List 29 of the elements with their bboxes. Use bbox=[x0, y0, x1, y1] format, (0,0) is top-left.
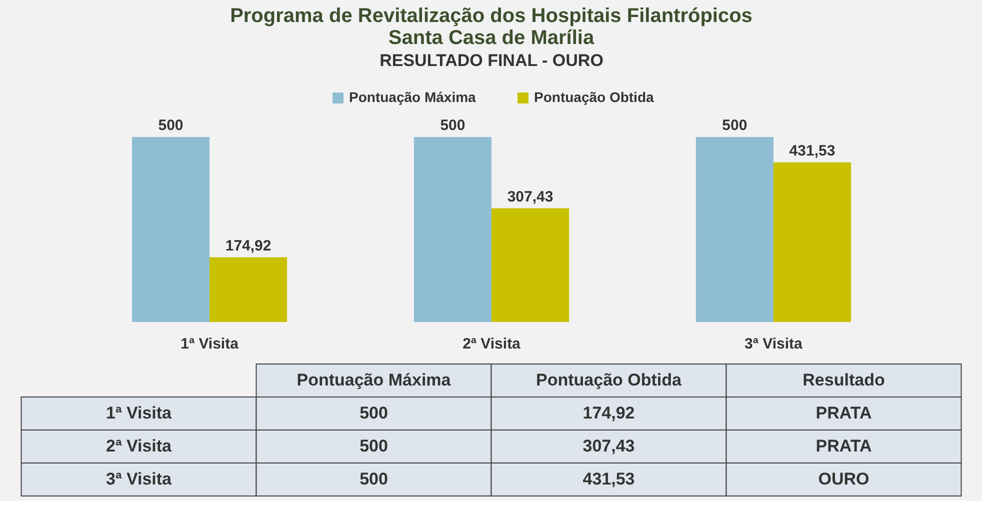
text: RESULTADO FINAL - OURO bbox=[380, 51, 604, 70]
text: PRATA bbox=[816, 436, 872, 456]
text: 500 bbox=[360, 436, 388, 456]
data-label: 500 bbox=[722, 117, 748, 134]
category-label: 1ª Visita bbox=[106, 404, 172, 422]
text: 431,53 bbox=[582, 470, 635, 488]
text: 500 bbox=[360, 470, 388, 488]
chart-subtitle: Santa Casa de Marília bbox=[388, 27, 595, 49]
text: PRATA bbox=[816, 404, 872, 422]
category-label: 2ª Visita bbox=[106, 436, 172, 456]
text: 500 bbox=[360, 404, 388, 422]
text: OURO bbox=[818, 470, 870, 488]
data-label: 307,43 bbox=[507, 188, 554, 206]
data-label: 500 bbox=[440, 117, 466, 134]
text: Pontuação Máxima bbox=[296, 370, 451, 390]
data-label: 431,53 bbox=[789, 142, 836, 160]
x-tick-label: 1ª Visita bbox=[180, 336, 240, 352]
chart-title: Programa de Revitalização dos Hospitais Filantrópicos bbox=[230, 5, 752, 27]
data-label: 500 bbox=[158, 117, 184, 134]
text: Resultado bbox=[802, 370, 885, 390]
x-tick-label: 2ª Visita bbox=[462, 336, 522, 352]
text: 174,92 bbox=[582, 404, 635, 422]
legend-label: Pontuação Obtida bbox=[534, 89, 654, 105]
text: Pontuação Obtida bbox=[536, 370, 682, 390]
text: 307,43 bbox=[582, 436, 635, 456]
legend-label: Pontuação Máxima bbox=[349, 89, 476, 105]
category-label: 3ª Visita bbox=[106, 470, 172, 488]
data-label: 174,92 bbox=[225, 237, 272, 254]
x-tick-label: 3ª Visita bbox=[744, 336, 804, 352]
